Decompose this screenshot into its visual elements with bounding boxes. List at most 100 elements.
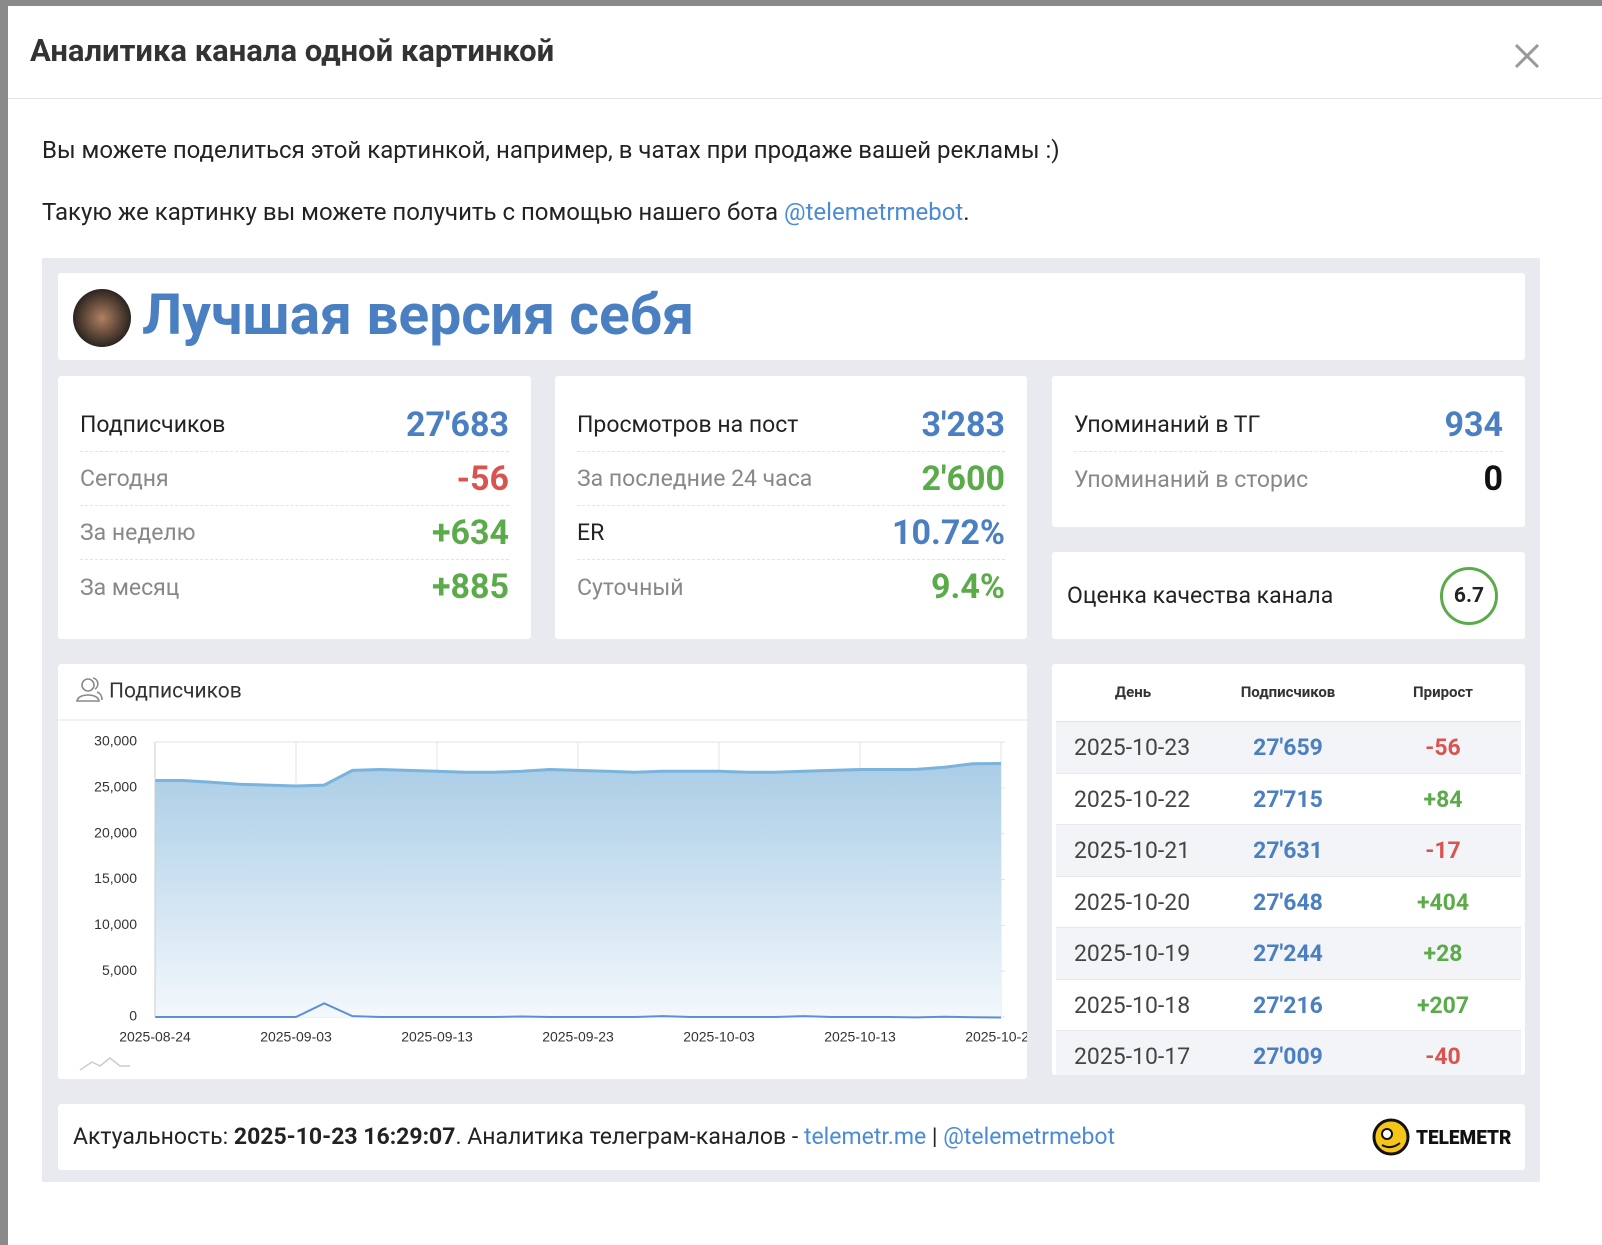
- value: +885: [431, 567, 509, 607]
- close-button[interactable]: [1514, 43, 1540, 69]
- growth: -56: [1425, 734, 1461, 761]
- column-header: День: [1114, 683, 1152, 701]
- value: -56: [456, 458, 509, 499]
- value: +634: [431, 512, 509, 553]
- date: 2025-10-22: [1074, 785, 1191, 813]
- value: 9.4%: [930, 567, 1005, 607]
- date: 2025-10-19: [1074, 940, 1191, 967]
- date: 2025-10-17: [1074, 1043, 1191, 1070]
- value: 2'600: [921, 458, 1005, 499]
- bot-link[interactable]: @telemetrmebot: [784, 198, 964, 226]
- y-tick-label: 0: [129, 1008, 137, 1024]
- quality-label: Оценка качества канала: [1067, 582, 1334, 609]
- y-tick-label: 5,000: [102, 962, 137, 978]
- brand-logo: [1372, 1118, 1410, 1156]
- quality-score: 6.7: [1440, 567, 1498, 625]
- growth: +28: [1423, 940, 1463, 967]
- value: 10.72%: [891, 512, 1005, 553]
- area: [155, 763, 1001, 1017]
- growth: +207: [1416, 991, 1470, 1019]
- text: Такую же картинку вы можете получить с п…: [42, 198, 785, 226]
- subscribers: 27'648: [1253, 888, 1323, 916]
- growth: -40: [1425, 1043, 1461, 1070]
- label: За последние 24 часа: [577, 465, 813, 492]
- intro-text: Вы можете поделиться этой картинкой, нап…: [42, 136, 1060, 164]
- date: 2025-10-18: [1074, 991, 1191, 1019]
- x-tick-label: 2025-09-23: [542, 1029, 614, 1045]
- subscribers: 27'631: [1253, 837, 1323, 864]
- column-header: Подписчиков: [1240, 683, 1336, 701]
- chart-title: Подписчиков: [109, 680, 242, 704]
- label: Упоминаний в ТГ: [1074, 411, 1261, 438]
- label: За месяц: [80, 573, 180, 601]
- x-tick-label: 2025-09-13: [401, 1029, 473, 1045]
- users-icon: [76, 677, 103, 702]
- label: Упоминаний в сторис: [1074, 465, 1309, 493]
- subscribers: 27'659: [1253, 734, 1323, 761]
- subscribers: 27'244: [1253, 940, 1323, 967]
- text: |: [926, 1123, 944, 1150]
- stats-box: Подписчиков 27'683 Сегодня -56 За неделю +6…: [58, 376, 531, 639]
- growth: -17: [1425, 837, 1461, 864]
- y-tick-label: 25,000: [94, 779, 137, 795]
- date: 2025-10-21: [1074, 837, 1191, 864]
- label: За неделю: [80, 519, 196, 546]
- divider: [1056, 721, 1521, 722]
- table-row: 2025-10-17 27'009 -40: [1056, 1031, 1521, 1075]
- table-row: 2025-10-23 27'659 -56: [1056, 722, 1521, 774]
- chart-box: Подписчиков 0 5,000 10,000 15,000 20,000 25,0…: [58, 664, 1027, 1079]
- text: Актуальность:: [73, 1123, 234, 1150]
- table-row: 2025-10-18 27'216 +207: [1056, 979, 1521, 1031]
- table-row: 2025-10-19 27'244 +28: [1056, 928, 1521, 980]
- date: 2025-10-23: [1074, 734, 1191, 761]
- y-tick-label: 20,000: [94, 824, 137, 840]
- site-link[interactable]: telemetr.me: [803, 1123, 927, 1150]
- divider: [8, 98, 1602, 99]
- quality-box: Оценка качества канала 6.7: [1052, 552, 1525, 639]
- x-tick-label: 2025-08-24: [119, 1029, 191, 1045]
- y-tick-label: 10,000: [94, 916, 137, 932]
- growth: +404: [1416, 888, 1470, 916]
- x-tick-label: 2025-10-03: [683, 1029, 755, 1045]
- stats-box: Просмотров на пост 3'283 За последние 24 …: [555, 376, 1027, 639]
- column-header: Прирост: [1413, 683, 1473, 701]
- x-tick-label: 2025-10-13: [824, 1029, 896, 1045]
- label: Суточный: [577, 573, 684, 601]
- y-tick-label: 15,000: [94, 870, 137, 886]
- date: 2025-10-20: [1074, 888, 1191, 916]
- table-row: 2025-10-22 27'715 +84: [1056, 773, 1521, 825]
- navigator: [79, 1057, 130, 1071]
- channel-header: Лучшая версия себя: [58, 273, 1525, 360]
- footer: Актуальность: 2025-10-23 16:29:07. Анали…: [58, 1104, 1525, 1170]
- subscribers: 27'715: [1253, 785, 1323, 813]
- x-tick-label: 2025-10-23: [965, 1029, 1027, 1045]
- label: Подписчиков: [80, 411, 226, 438]
- label: Сегодня: [80, 465, 169, 492]
- avatar: [73, 289, 131, 347]
- value: 934: [1444, 404, 1503, 445]
- chart: Подписчиков 0 5,000 10,000 15,000 20,000 25,0…: [58, 677, 1027, 1071]
- text: .: [963, 198, 970, 226]
- bot-line: Такую же картинку вы можете получить с п…: [42, 198, 970, 226]
- subscribers: 27'216: [1253, 991, 1323, 1019]
- value: 0: [1483, 459, 1503, 499]
- table-row: 2025-10-21 27'631 -17: [1056, 825, 1521, 877]
- footer-text: Актуальность: 2025-10-23 16:29:07. Анали…: [73, 1123, 1115, 1150]
- channel-name: Лучшая версия себя: [142, 281, 695, 348]
- history-table: День Подписчиков Прирост 2025-10-23 27'659 -5…: [1052, 664, 1525, 1075]
- value: 27'683: [405, 404, 509, 445]
- line: [155, 1002, 1002, 1019]
- text: . Аналитика телеграм-каналов -: [455, 1123, 804, 1150]
- bot-link[interactable]: @telemetrmebot: [943, 1123, 1116, 1150]
- brand-name: TELEMETR: [1416, 1126, 1512, 1149]
- value: 3'283: [921, 404, 1005, 445]
- timestamp: 2025-10-23 16:29:07: [233, 1123, 456, 1150]
- table-row: 2025-10-20 27'648 +404: [1056, 876, 1521, 928]
- growth: +84: [1423, 785, 1463, 813]
- stats-box: Упоминаний в ТГ 934 Упоминаний в сторис 0: [1052, 376, 1525, 527]
- line: [155, 762, 1002, 788]
- y-tick-label: 30,000: [94, 733, 137, 749]
- x-tick-label: 2025-09-03: [260, 1029, 332, 1045]
- label: ER: [577, 519, 605, 546]
